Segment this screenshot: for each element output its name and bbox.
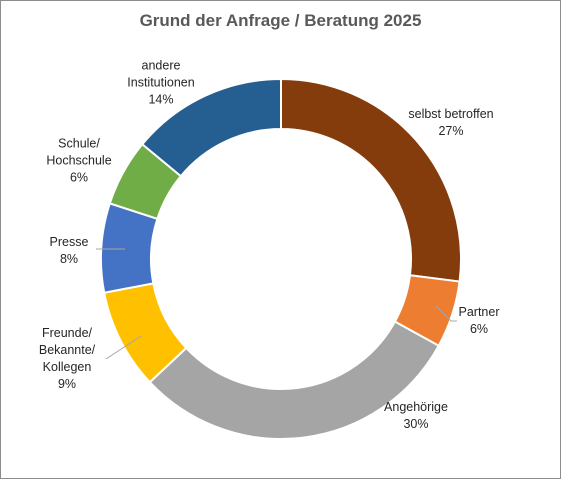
donut-slice <box>148 320 441 440</box>
category-label: Presse <box>49 235 89 249</box>
chart-title: Grund der Anfrage / Beratung 2025 <box>139 11 422 30</box>
leader-line <box>435 305 457 322</box>
category-label: Freunde/ Bekannte/ Kollegen <box>38 326 96 374</box>
slice-label: Partner 6% <box>459 304 500 338</box>
category-label: andere Institutionen <box>127 58 195 90</box>
value-label: 30% <box>403 417 429 431</box>
value-label: 6% <box>469 322 489 336</box>
leader-line <box>105 335 142 360</box>
donut-slice <box>140 77 282 178</box>
slice-label: Freunde/ Bekannte/ Kollegen 9% <box>39 325 95 393</box>
value-label: 9% <box>57 377 77 391</box>
category-label: selbst betroffen <box>408 107 494 121</box>
slice-label: Schule/ Hochschule 6% <box>46 136 111 187</box>
value-label: 6% <box>69 170 89 185</box>
slice-label: Presse 8% <box>50 234 89 268</box>
category-label: Schule/ Hochschule <box>46 136 112 168</box>
slice-label: selbst betroffen 27% <box>408 106 493 140</box>
value-label: 14% <box>148 92 174 107</box>
slice-label: andere Institutionen 14% <box>127 58 194 109</box>
value-label: 8% <box>59 252 79 266</box>
category-label: Partner <box>458 305 500 319</box>
value-label: 27% <box>438 124 464 138</box>
category-label: Angehörige <box>384 400 448 414</box>
slice-label: Angehörige 30% <box>384 399 448 433</box>
